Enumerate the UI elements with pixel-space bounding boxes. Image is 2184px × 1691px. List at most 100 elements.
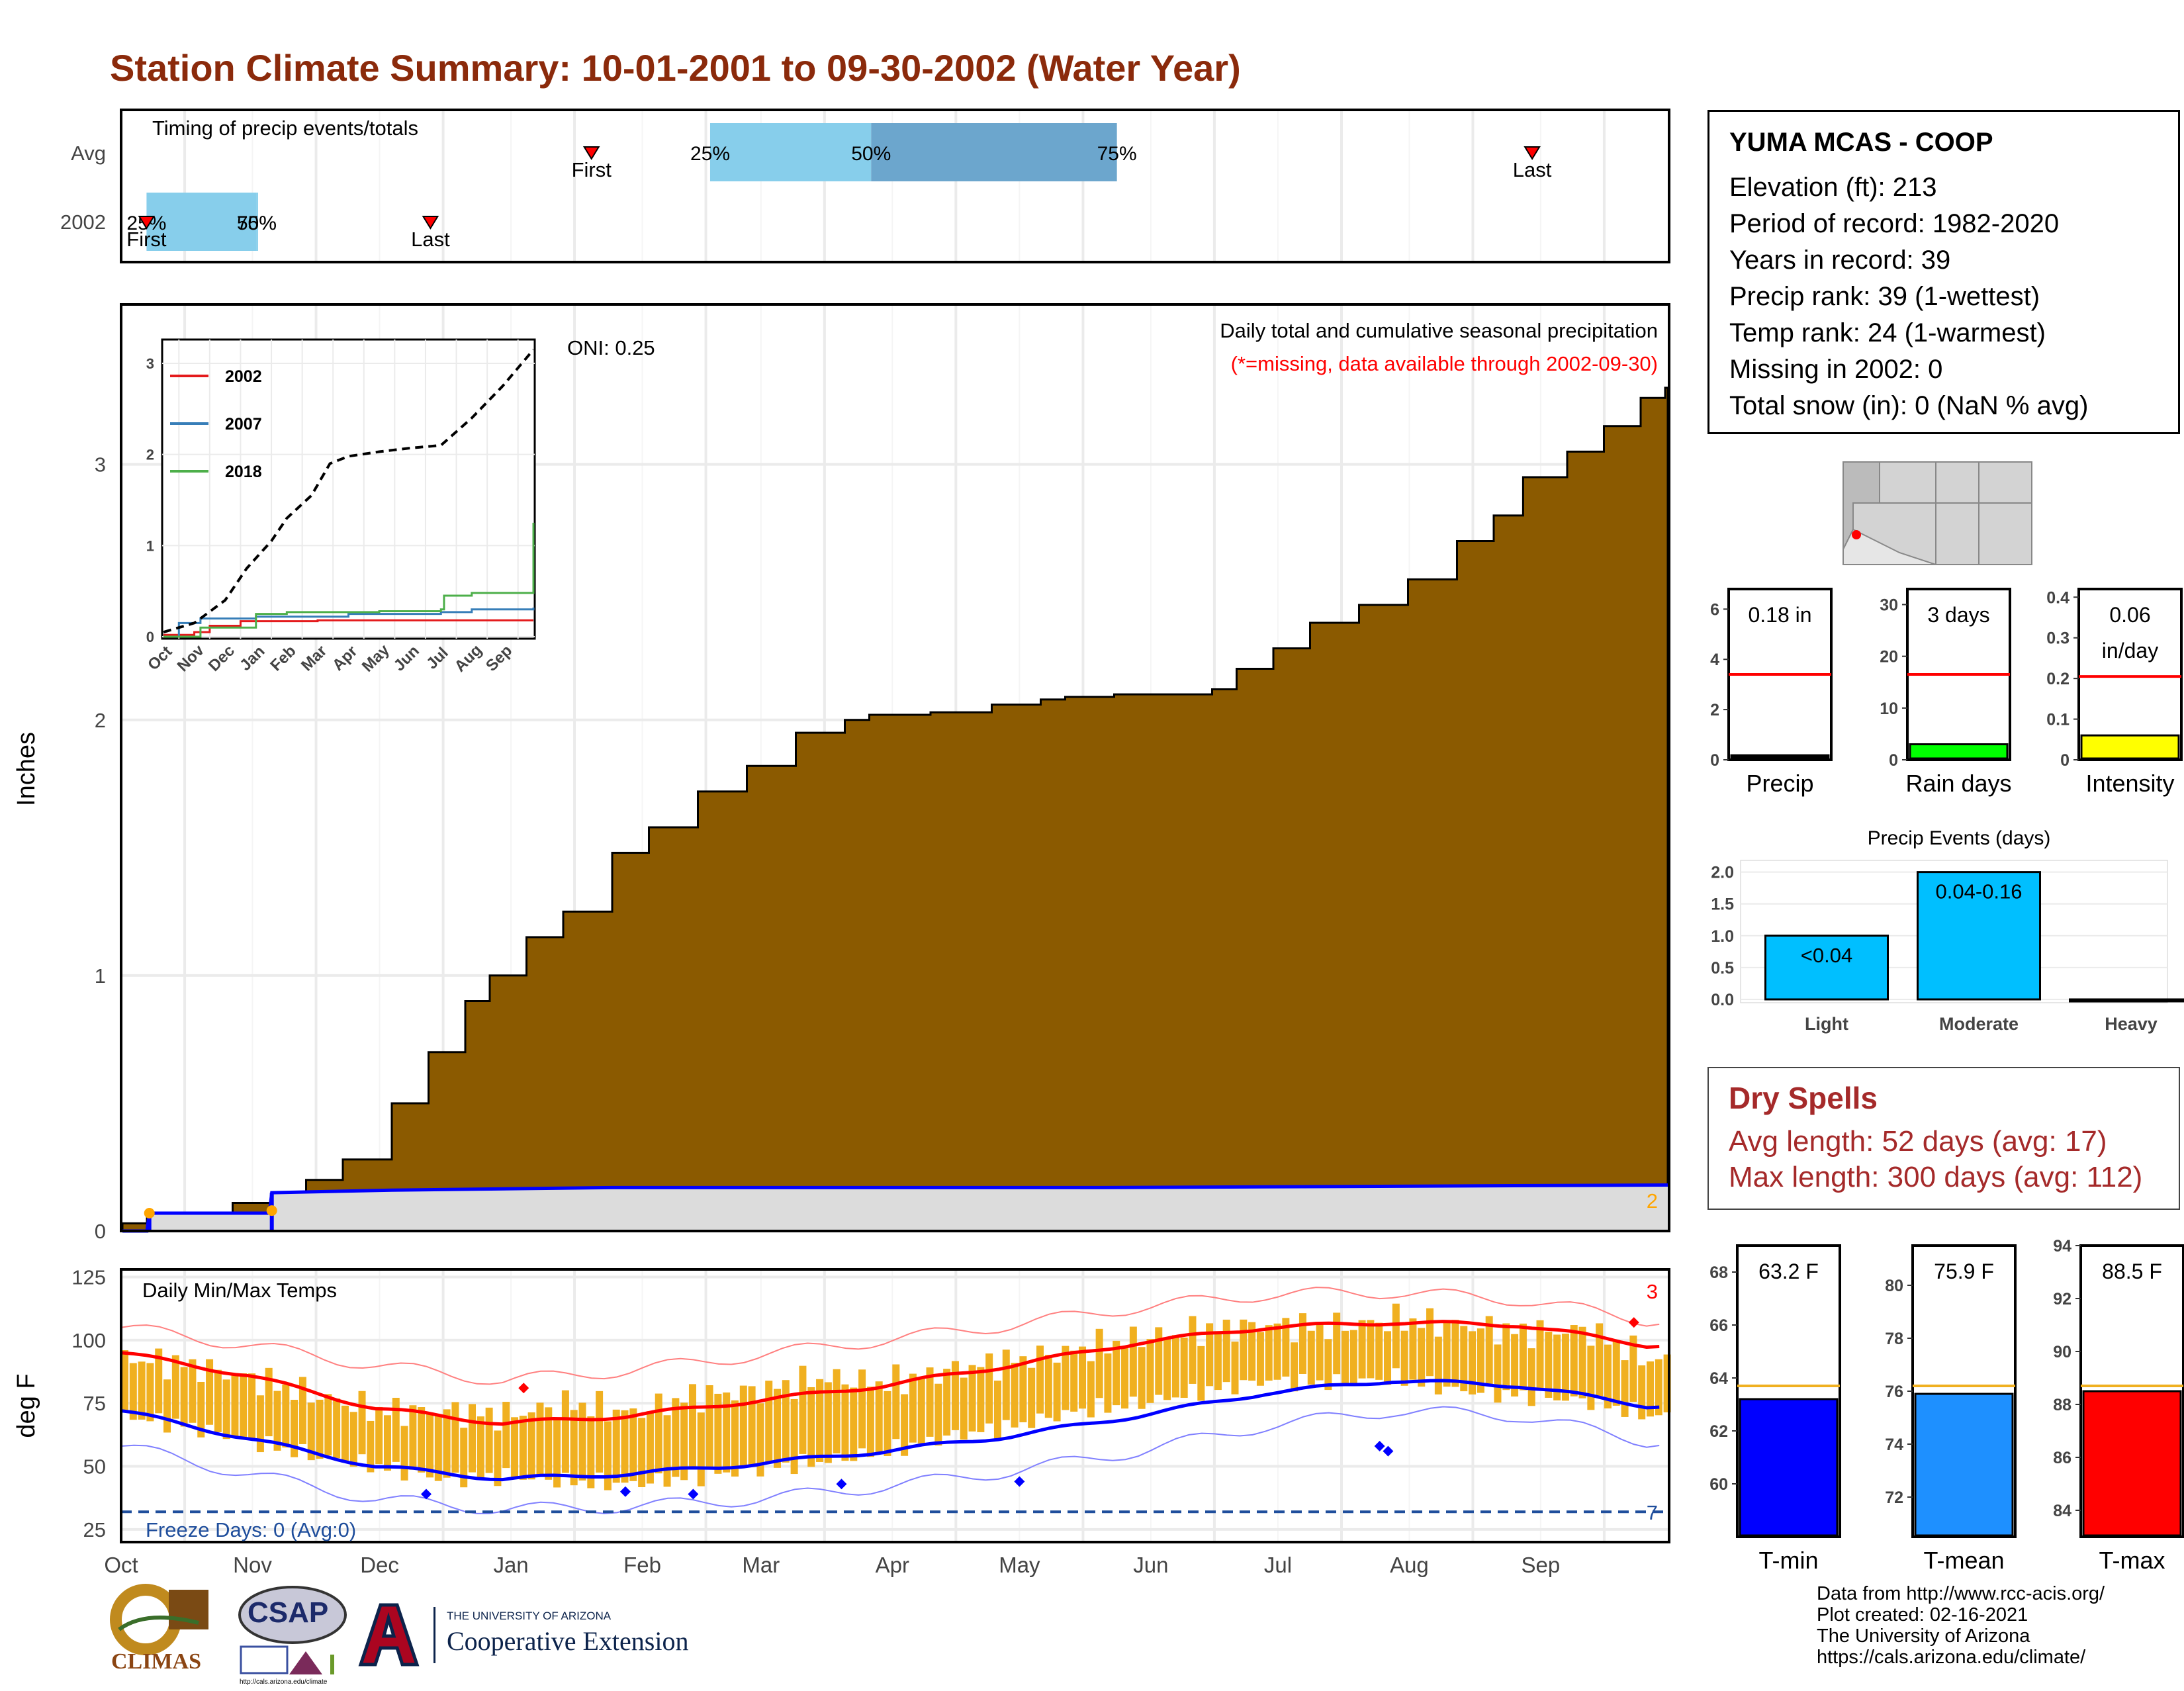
stat-ytick-label: 0.3 xyxy=(2046,629,2070,648)
ytick-label: 2 xyxy=(95,709,106,732)
daily-temp-bar xyxy=(621,1410,629,1483)
cumulative-subtitle: (*=missing, data available through 2002-… xyxy=(1231,352,1658,375)
daily-temp-bar xyxy=(740,1386,747,1467)
daily-temp-bar xyxy=(536,1402,543,1475)
daily-temp-bar xyxy=(409,1405,416,1469)
station-years: Years in record: 39 xyxy=(1729,242,2158,279)
q25-label-avg: 25% xyxy=(690,143,730,165)
station-info-box: YUMA MCAS - COOP Elevation (ft): 213 Per… xyxy=(1707,110,2180,434)
events-ytick-label: 1.0 xyxy=(1711,927,1734,946)
events-category-Heavy: Heavy xyxy=(2105,1014,2158,1034)
last-marker-2002 xyxy=(423,216,437,228)
daily-temp-bar xyxy=(1104,1353,1111,1413)
daily-temp-bar xyxy=(1291,1342,1298,1391)
csap-logo: CSAP http://cals.arizona.edu/climate xyxy=(233,1582,352,1688)
daily-temp-bar xyxy=(562,1391,569,1473)
temp-ytick-label: 50 xyxy=(83,1455,106,1479)
location-map xyxy=(1843,462,2032,565)
daily-temp-bar xyxy=(1375,1323,1383,1380)
inset-ytick-label: 0 xyxy=(146,629,154,645)
daily-temp-bar xyxy=(1520,1324,1527,1391)
month-label-Apr: Apr xyxy=(876,1553,909,1577)
daily-temp-bar xyxy=(282,1385,289,1447)
daily-temp-bar xyxy=(1240,1320,1247,1380)
stat-ytick-label: 90 xyxy=(2053,1343,2071,1361)
events-bar-Heavy xyxy=(2070,999,2184,1001)
month-label-Oct: Oct xyxy=(104,1553,138,1577)
stat-ytick-label: 0.4 xyxy=(2046,588,2070,607)
daily-temp-bar xyxy=(994,1381,1001,1440)
stat-ytick-label: 0.2 xyxy=(2046,670,2070,688)
daily-temp-bar xyxy=(884,1391,891,1456)
stat-ytick-label: 92 xyxy=(2053,1290,2071,1308)
daily-temp-bar xyxy=(1181,1338,1188,1398)
stat-ytick-label: 94 xyxy=(2053,1237,2071,1256)
daily-temp-bar xyxy=(426,1412,433,1477)
stat-ytick-label: 78 xyxy=(1885,1330,1903,1348)
daily-temp-bar xyxy=(146,1363,154,1422)
daily-temp-bar xyxy=(850,1388,857,1461)
inset-month-label: Oct xyxy=(144,643,175,674)
daily-temp-bar xyxy=(1613,1341,1620,1406)
daily-temp-bar xyxy=(985,1353,993,1424)
daily-temp-bar xyxy=(1401,1331,1408,1386)
daily-temp-bar xyxy=(248,1373,255,1438)
stat-ytick-label: 74 xyxy=(1885,1436,1903,1454)
events-ytick-label: 0.0 xyxy=(1711,991,1734,1009)
dry-spells-avg: Avg length: 52 days (avg: 17) xyxy=(1729,1124,2159,1160)
daily-temp-bar xyxy=(782,1380,790,1463)
q75-label-avg: 75% xyxy=(1097,143,1137,165)
inset-legend-label-2002: 2002 xyxy=(225,367,262,386)
month-label-Aug: Aug xyxy=(1390,1553,1429,1577)
daily-temp-bar xyxy=(1502,1324,1510,1391)
daily-temp-bar xyxy=(791,1399,798,1474)
daily-temp-bar xyxy=(1155,1327,1162,1394)
daily-temp-bar xyxy=(1036,1346,1044,1414)
record-low-marker xyxy=(620,1486,631,1497)
daily-temp-bar xyxy=(1257,1332,1264,1386)
stat-ytick-label: 30 xyxy=(1880,596,1898,614)
climas-logo: CLIMAS xyxy=(106,1583,218,1682)
precip-events-panel: Precip Events (days)0.00.51.01.52.0<0.04… xyxy=(1711,827,2184,1034)
climas-wordmark: CLIMAS xyxy=(111,1649,201,1674)
daily-temp-bar xyxy=(1587,1346,1594,1410)
stat-ytick-label: 68 xyxy=(1709,1263,1728,1282)
stat-ytick-label: 86 xyxy=(2053,1449,2071,1467)
daily-temp-bar xyxy=(1138,1347,1146,1408)
ua-a-icon xyxy=(357,1602,420,1668)
daily-temp-bar xyxy=(240,1373,247,1438)
stat-value2-Intensity: in/day xyxy=(2102,639,2158,663)
stat-ytick-label: 66 xyxy=(1709,1316,1728,1335)
daily-temp-bar xyxy=(401,1426,408,1481)
record-low-marker xyxy=(1375,1441,1385,1451)
first-label-avg: First xyxy=(572,158,612,181)
daily-temp-bar xyxy=(486,1408,493,1473)
stat-ytick-label: 64 xyxy=(1709,1369,1728,1388)
daily-temp-bar xyxy=(1070,1351,1077,1412)
temps-right-label-bottom: 7 xyxy=(1647,1501,1658,1524)
first-label-2002: First xyxy=(126,228,167,251)
daily-temp-bar xyxy=(596,1391,603,1473)
daily-temp-bar xyxy=(502,1402,510,1468)
daily-temp-bar xyxy=(451,1402,459,1473)
quartile-bar-high-avg xyxy=(871,123,1116,181)
precip-event-marker xyxy=(144,1208,155,1218)
daily-temp-bar xyxy=(333,1398,340,1458)
daily-temp-bar xyxy=(418,1407,425,1473)
daily-temp-bar xyxy=(1316,1323,1324,1380)
stat-ytick-label: 10 xyxy=(1880,700,1898,718)
precip-event-marker xyxy=(267,1205,277,1216)
daily-temp-bar xyxy=(731,1400,739,1477)
station-missing: Missing in 2002: 0 xyxy=(1729,351,2158,388)
station-elevation: Elevation (ft): 213 xyxy=(1729,169,2158,206)
q75-label-2002: 75% xyxy=(237,212,277,234)
daily-temp-bar xyxy=(892,1365,899,1440)
daily-temp-bar xyxy=(1079,1347,1086,1409)
daily-temp-bar xyxy=(604,1421,612,1490)
timing-row-label-avg: Avg xyxy=(71,142,106,165)
stat-label-Precip: Precip xyxy=(1746,770,1813,797)
station-temp-rank: Temp rank: 24 (1-warmest) xyxy=(1729,315,2158,351)
daily-temp-bar xyxy=(1342,1331,1349,1385)
